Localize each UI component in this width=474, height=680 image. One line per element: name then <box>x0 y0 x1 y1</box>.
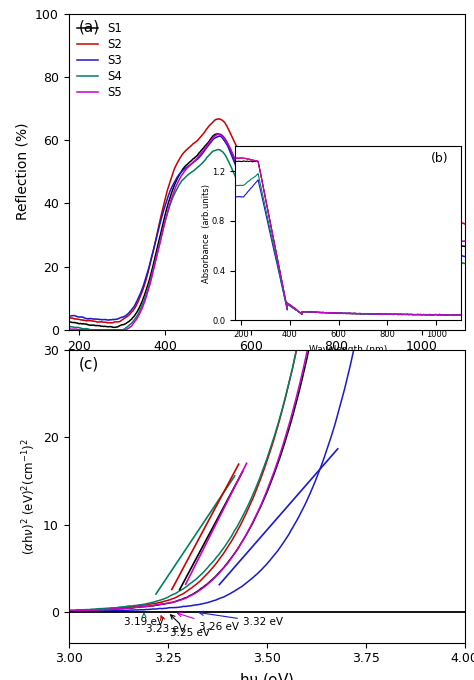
S2 <box>118 316 124 324</box>
S2 <box>133 303 138 311</box>
S1 <box>274 182 280 190</box>
Text: (c): (c) <box>79 356 99 371</box>
S3 <box>283 190 289 199</box>
Y-axis label: Reflection (%): Reflection (%) <box>16 123 29 220</box>
S1 <box>238 169 244 177</box>
S2 <box>215 115 221 123</box>
S3 <box>66 311 72 320</box>
S5 <box>462 237 467 245</box>
Line: S1: S1 <box>69 134 465 327</box>
S5 <box>238 167 244 175</box>
Legend: S1, S2, S3, S4, S5: S1, S2, S3, S4, S5 <box>74 20 125 101</box>
S2 <box>66 314 72 322</box>
S5 <box>200 148 205 156</box>
S3 <box>200 150 205 158</box>
S4 <box>274 194 280 203</box>
S3 <box>217 132 222 140</box>
Text: 3.26 eV: 3.26 eV <box>177 613 239 632</box>
Y-axis label: ($\alpha$h$\nu$)$^2$ (eV)$^2$(cm$^{-1}$)$^2$: ($\alpha$h$\nu$)$^2$ (eV)$^2$(cm$^{-1}$)… <box>20 438 37 555</box>
S1 <box>215 130 220 138</box>
S5 <box>215 131 220 139</box>
S1 <box>462 242 467 250</box>
S4 <box>118 326 124 334</box>
S3 <box>274 187 280 195</box>
Text: 3.25 eV: 3.25 eV <box>170 615 210 639</box>
Line: S2: S2 <box>69 119 465 323</box>
S1 <box>200 145 205 153</box>
S2 <box>283 168 289 176</box>
S2 <box>200 131 205 139</box>
S4 <box>238 184 244 192</box>
S5 <box>274 182 280 190</box>
X-axis label: h$\nu$ (eV): h$\nu$ (eV) <box>239 671 294 680</box>
S4 <box>283 198 289 206</box>
Line: S3: S3 <box>69 136 465 320</box>
S4 <box>89 326 94 334</box>
S3 <box>238 172 244 180</box>
Text: 3.23 eV: 3.23 eV <box>146 616 186 634</box>
S2 <box>462 220 467 228</box>
Line: S4: S4 <box>69 150 465 330</box>
S5 <box>133 316 138 324</box>
S2 <box>274 165 280 173</box>
S5 <box>66 324 72 333</box>
S1 <box>66 318 72 326</box>
Text: (a): (a) <box>79 20 100 35</box>
S5 <box>118 326 124 334</box>
S1 <box>112 323 118 331</box>
S3 <box>106 316 111 324</box>
Text: 3.32 eV: 3.32 eV <box>200 611 283 627</box>
S4 <box>133 314 138 322</box>
S1 <box>283 184 289 192</box>
S1 <box>133 309 138 318</box>
Line: S5: S5 <box>69 135 465 330</box>
S2 <box>109 319 114 327</box>
S4 <box>215 146 221 154</box>
X-axis label: Wavelength (nm): Wavelength (nm) <box>207 358 327 372</box>
S4 <box>66 322 72 330</box>
S2 <box>238 150 244 158</box>
S1 <box>118 321 124 329</box>
S3 <box>118 313 124 321</box>
S3 <box>462 252 467 260</box>
Text: 3.19 eV: 3.19 eV <box>124 613 164 627</box>
S3 <box>133 299 138 307</box>
S4 <box>200 158 205 167</box>
S5 <box>76 326 82 334</box>
S4 <box>462 259 467 267</box>
S5 <box>283 185 289 193</box>
